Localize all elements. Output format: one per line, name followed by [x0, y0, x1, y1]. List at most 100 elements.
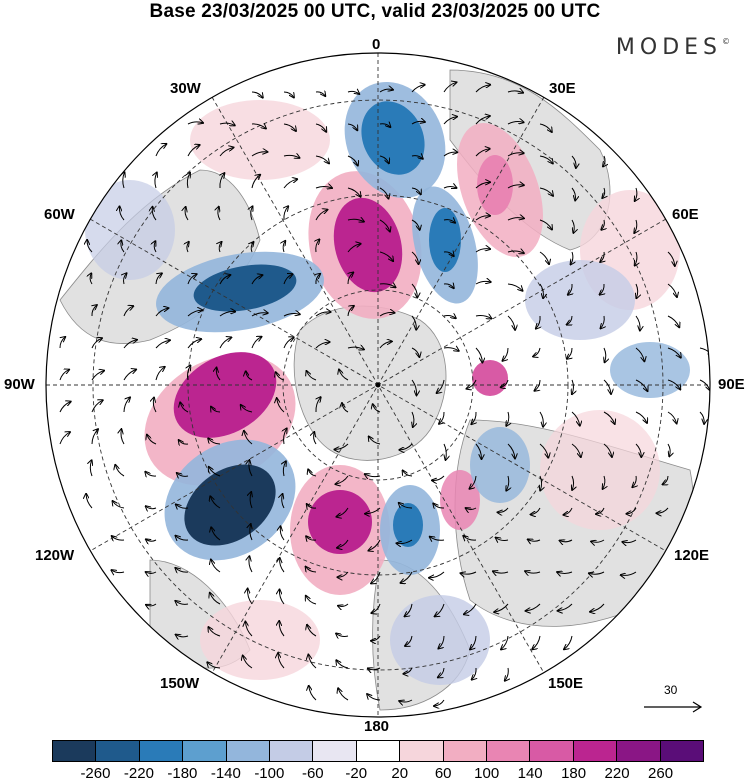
colorbar-segment	[659, 741, 704, 761]
wind-vector	[467, 379, 477, 389]
wind-vector	[334, 443, 349, 450]
wind-vector	[379, 313, 395, 317]
wind-vector	[86, 494, 93, 509]
wind-vector	[472, 667, 476, 680]
meridian-label-150e: 150E	[548, 675, 584, 692]
wind-vector	[399, 700, 413, 702]
colorbar-tick-label: 220	[604, 765, 630, 782]
wind-vector	[621, 571, 637, 575]
wind-vector	[635, 443, 641, 457]
wind-vector	[634, 219, 636, 233]
wind-vector	[283, 314, 300, 316]
wind-vector	[146, 603, 157, 606]
wind-vector	[528, 539, 541, 541]
wind-vector	[59, 402, 71, 413]
wind-vector	[283, 91, 294, 98]
wind-vector	[123, 397, 130, 413]
wind-vector	[187, 339, 201, 349]
wind-vector	[218, 207, 220, 221]
wind-vector	[412, 411, 414, 427]
wind-vector	[373, 404, 381, 413]
wind-vector	[249, 460, 253, 477]
wind-vector	[155, 367, 165, 381]
colorbar-tick-label: -180	[167, 765, 198, 782]
colorbar-tick-label: 180	[561, 765, 587, 782]
wind-vector	[368, 668, 381, 670]
wind-vector	[463, 536, 477, 540]
wind-vector	[123, 172, 125, 189]
anomaly-negative-weak	[390, 595, 490, 685]
wind-vector	[503, 347, 509, 361]
wind-vector	[667, 411, 677, 423]
wind-vector	[433, 504, 445, 509]
polar-map	[45, 52, 711, 718]
wind-vector	[244, 431, 253, 445]
wind-vector	[443, 252, 454, 256]
wind-vector	[471, 411, 476, 424]
wind-vector	[405, 635, 413, 646]
wind-vector	[571, 187, 575, 200]
wind-vector	[501, 635, 509, 650]
wind-vector	[338, 571, 349, 577]
wind-vector	[635, 379, 648, 391]
wind-vector	[539, 187, 553, 196]
colorbar-tick-label: -140	[210, 765, 241, 782]
wind-vector	[496, 538, 509, 541]
wind-vector	[124, 273, 127, 285]
wind-vector	[315, 210, 327, 221]
wind-vector	[92, 305, 97, 317]
wind-vector	[526, 603, 541, 611]
wind-vector	[507, 283, 523, 291]
wind-vector	[430, 537, 445, 541]
wind-vector	[539, 123, 552, 132]
wind-vector	[248, 589, 253, 605]
wind-vector	[208, 438, 221, 445]
wind-vector	[283, 179, 297, 189]
wind-vector	[443, 152, 457, 157]
colorbar-ticks: -260 -220 -180 -140 -100 -60 -20 20 60 100 140 180 2…	[0, 765, 750, 783]
wind-vector	[59, 432, 70, 445]
colorbar-segment	[442, 741, 487, 761]
wind-vector	[219, 337, 231, 349]
wind-vector	[119, 206, 125, 221]
wind-vector	[155, 340, 170, 349]
wind-vector	[571, 155, 576, 168]
anomaly-positive-weak	[200, 600, 320, 680]
wind-vector	[147, 435, 157, 445]
wind-vector	[316, 239, 320, 253]
wind-vector	[411, 219, 420, 230]
wind-vector	[338, 603, 349, 606]
wind-vector	[399, 503, 413, 509]
wind-vector	[347, 306, 354, 317]
wind-vector	[536, 315, 540, 329]
colorbar-tick-label: -20	[345, 765, 368, 782]
wind-vector	[123, 370, 136, 381]
wind-vector	[411, 347, 419, 357]
wind-vector	[635, 315, 640, 331]
colorbar-segment	[529, 741, 573, 761]
wind-vector	[667, 251, 675, 266]
anomaly-negative-weak	[470, 427, 530, 503]
wind-vector	[507, 153, 524, 157]
meridian-label-90e: 90E	[718, 376, 745, 393]
wind-vector	[219, 123, 235, 125]
wind-vector	[283, 123, 296, 131]
wind-vector	[251, 313, 268, 317]
map-title: Base 23/03/2025 00 UTC, valid 23/03/2025…	[149, 1, 601, 22]
colorbar-tick-label: 100	[474, 765, 500, 782]
wind-vector	[636, 283, 638, 298]
wind-vector	[635, 187, 637, 201]
wind-vector	[91, 371, 104, 381]
wind-vector	[475, 216, 490, 221]
wind-vector	[307, 371, 317, 381]
wind-vector	[187, 274, 197, 285]
wind-vector	[438, 635, 445, 649]
anomaly-negative-core	[193, 264, 297, 312]
wind-vector	[371, 571, 381, 583]
wind-vector	[337, 507, 349, 517]
meridian-label-30e: 30E	[549, 80, 576, 97]
anomaly-positive-core	[477, 155, 513, 215]
wind-vector	[603, 155, 605, 166]
colorbar-tick-label: -60	[301, 765, 324, 782]
wind-vector	[475, 116, 490, 125]
